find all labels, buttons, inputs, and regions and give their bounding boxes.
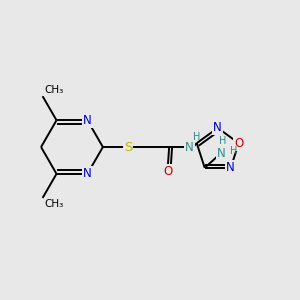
Text: CH₃: CH₃: [44, 85, 63, 95]
Text: N: N: [83, 167, 92, 180]
Text: O: O: [163, 165, 172, 178]
Text: H: H: [230, 146, 237, 156]
Text: N: N: [217, 147, 225, 160]
Text: CH₃: CH₃: [44, 200, 63, 209]
Text: H: H: [193, 132, 201, 142]
Text: O: O: [234, 137, 243, 150]
Text: S: S: [124, 141, 132, 154]
Text: N: N: [213, 122, 222, 134]
Text: N: N: [185, 141, 194, 154]
Text: N: N: [226, 161, 235, 174]
Text: N: N: [83, 114, 92, 127]
Text: H: H: [219, 136, 226, 146]
